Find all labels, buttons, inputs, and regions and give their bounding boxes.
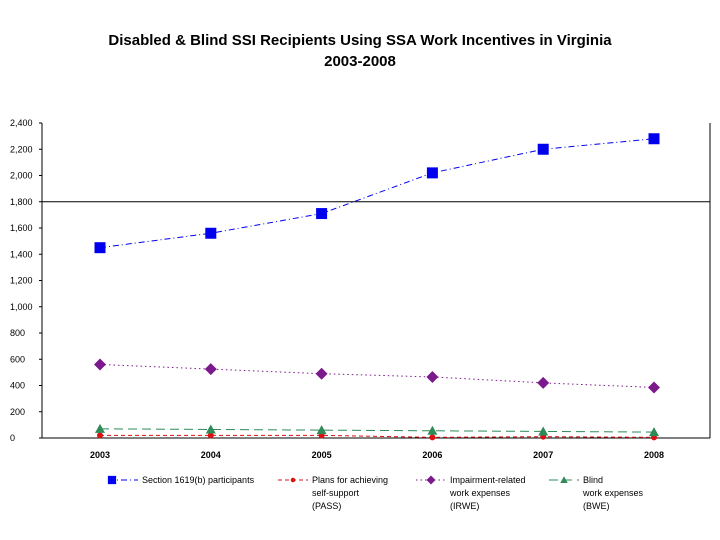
legend-marker — [560, 476, 568, 483]
data-point — [429, 434, 436, 441]
data-point — [97, 432, 103, 439]
data-point — [205, 424, 216, 434]
legend-marker — [107, 475, 117, 485]
legend-label: (BWE) — [583, 501, 610, 511]
y-tick-label: 200 — [10, 407, 25, 417]
series-line — [100, 434, 655, 438]
x-tick-label: 2008 — [644, 450, 664, 460]
data-point — [204, 363, 217, 376]
y-tick-label: 1,000 — [10, 302, 33, 312]
y-tick-label: 1,400 — [10, 249, 33, 259]
y-tick-label: 0 — [10, 433, 15, 443]
legend-label: work expenses — [582, 488, 644, 498]
legend-label: Section 1619(b) participants — [142, 475, 255, 485]
x-tick-label: 2005 — [312, 450, 332, 460]
data-point — [94, 358, 106, 371]
y-tick-label: 2,200 — [10, 144, 33, 154]
x-tick-label: 2006 — [422, 450, 442, 460]
series-2 — [97, 432, 657, 441]
y-tick-label: 1,600 — [10, 223, 33, 233]
y-tick-label: 2,000 — [10, 171, 33, 181]
series-line — [99, 364, 655, 388]
data-point — [94, 242, 106, 254]
y-tick-label: 400 — [10, 381, 25, 391]
x-tick-label: 2007 — [533, 450, 553, 460]
series-4 — [95, 423, 659, 437]
legend-label: (IRWE) — [450, 501, 479, 511]
y-tick-label: 800 — [10, 328, 25, 338]
legend-item-4: Blind work expenses (BWE) — [549, 475, 644, 511]
legend-item-1: Section 1619(b) participants — [107, 475, 255, 485]
data-point — [315, 367, 328, 380]
series-line — [99, 138, 655, 249]
data-point — [537, 376, 550, 389]
plot-area: 0 200 400 600 800 1,000 1,200 1,400 1,600 1,800 2,… — [10, 118, 711, 460]
y-tick-label: 600 — [10, 354, 25, 364]
chart-title-text: Disabled & Blind SSI Recipients Using SS… — [108, 32, 612, 49]
data-point — [538, 426, 549, 436]
legend-label: (PASS) — [312, 501, 341, 511]
y-tick-label: 1,800 — [10, 197, 33, 207]
legend-item-3: Impairment-related work expenses (IRWE) — [416, 475, 526, 511]
data-point — [95, 423, 105, 433]
data-point — [316, 425, 327, 435]
legend: Section 1619(b) participants Plans for ac… — [107, 475, 644, 511]
series-3 — [94, 358, 660, 394]
data-point — [207, 432, 214, 439]
data-point — [648, 381, 660, 394]
x-tick-label: 2004 — [201, 450, 221, 460]
legend-label: self-support — [312, 488, 360, 498]
series-line — [99, 428, 655, 433]
legend-label: work expenses — [449, 488, 511, 498]
x-tick-label: 2003 — [90, 450, 110, 460]
legend-marker — [290, 477, 296, 483]
series-1 — [94, 133, 660, 254]
data-point — [316, 208, 328, 220]
data-point — [537, 143, 549, 155]
data-point — [426, 167, 438, 179]
y-tick-label: 1,200 — [10, 276, 33, 286]
legend-label: Impairment-related — [450, 475, 526, 485]
legend-label: Plans for achieving — [312, 475, 388, 485]
chart-title: Disabled & Blind SSI Recipients Using SS… — [108, 32, 612, 70]
legend-marker — [426, 475, 436, 485]
legend-item-2: Plans for achieving self-support (PASS) — [278, 475, 388, 511]
data-point — [205, 227, 217, 239]
data-point — [427, 425, 438, 435]
data-point — [426, 370, 439, 383]
y-tick-label: 2,400 — [10, 118, 33, 128]
data-point — [649, 427, 659, 437]
chart-subtitle-text: 2003-2008 — [324, 53, 396, 70]
legend-label: Blind — [583, 475, 603, 485]
data-point — [648, 133, 660, 145]
